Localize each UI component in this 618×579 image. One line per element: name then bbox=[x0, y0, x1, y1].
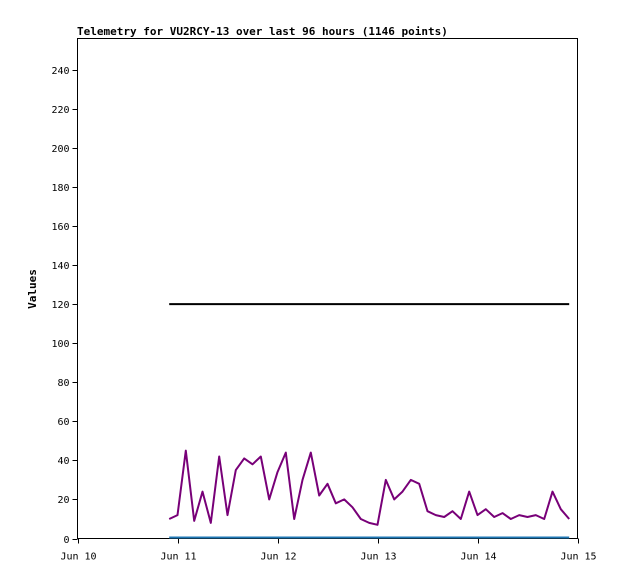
plot-frame bbox=[77, 38, 578, 539]
x-axis: Jun 10 Jun 11 Jun 12 Jun 13 Jun 14 Jun 15 bbox=[60, 538, 597, 563]
y-tick-label: 0 bbox=[63, 535, 69, 546]
series-line-2 bbox=[168, 449, 570, 526]
y-tick-label: 20 bbox=[57, 495, 69, 506]
y-axis: 0 20 40 60 80 100 120 140 160 180 200 220 240 bbox=[51, 66, 78, 546]
x-tick-label: Jun 10 bbox=[60, 552, 96, 563]
y-tick-label: 240 bbox=[51, 66, 69, 77]
x-tick-label: Jun 12 bbox=[260, 552, 296, 563]
y-tick-label: 60 bbox=[57, 417, 69, 428]
x-tick-label: Jun 11 bbox=[160, 552, 196, 563]
y-tick-label: 140 bbox=[51, 261, 69, 272]
y-tick-label: 180 bbox=[51, 183, 69, 194]
x-tick-label: Jun 14 bbox=[460, 552, 496, 563]
y-tick-label: 220 bbox=[51, 105, 69, 116]
y-tick-label: 80 bbox=[57, 378, 69, 389]
y-tick-label: 100 bbox=[51, 339, 69, 350]
y-tick-label: 40 bbox=[57, 456, 69, 467]
y-tick-label: 160 bbox=[51, 222, 69, 233]
y-tick-label: 200 bbox=[51, 144, 69, 155]
y-tick-label: 120 bbox=[51, 300, 69, 311]
chart-title: Telemetry for VU2RCY-13 over last 96 hou… bbox=[77, 25, 448, 38]
y-axis-label: Values bbox=[26, 269, 39, 309]
x-tick-label: Jun 13 bbox=[360, 552, 396, 563]
series-layer bbox=[168, 303, 570, 539]
x-tick-label: Jun 15 bbox=[560, 552, 596, 563]
